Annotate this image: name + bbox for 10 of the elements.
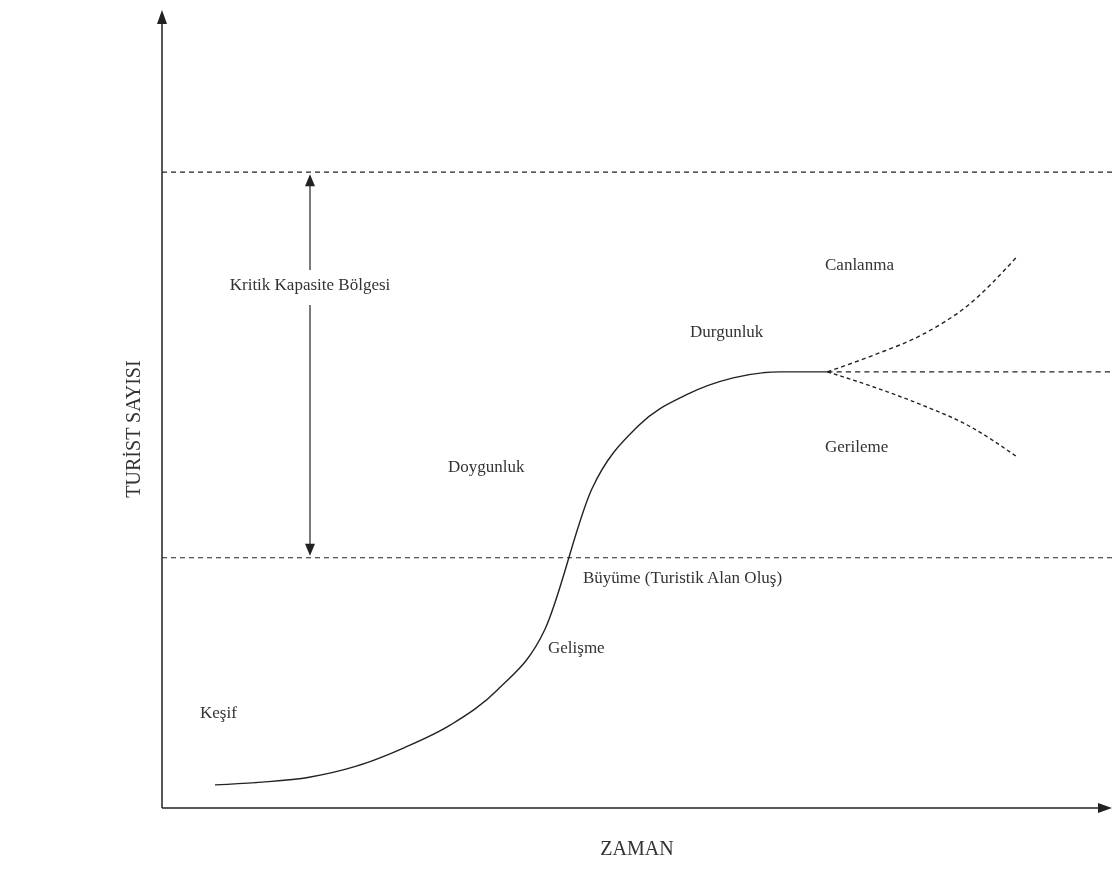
x-axis-title: ZAMAN: [600, 837, 674, 859]
annotation: Büyüme (Turistik Alan Oluş): [583, 568, 783, 587]
annotation: Doygunluk: [448, 457, 525, 476]
annotation: Keşif: [200, 703, 238, 722]
annotation: Gelişme: [548, 638, 605, 657]
annotation: Gerileme: [825, 437, 889, 456]
annotation: Kritik Kapasite Bölgesi: [229, 275, 391, 294]
annotation: Durgunluk: [690, 322, 764, 341]
y-axis-title: TURİST SAYISI: [122, 360, 144, 498]
annotation: Canlanma: [825, 255, 895, 274]
